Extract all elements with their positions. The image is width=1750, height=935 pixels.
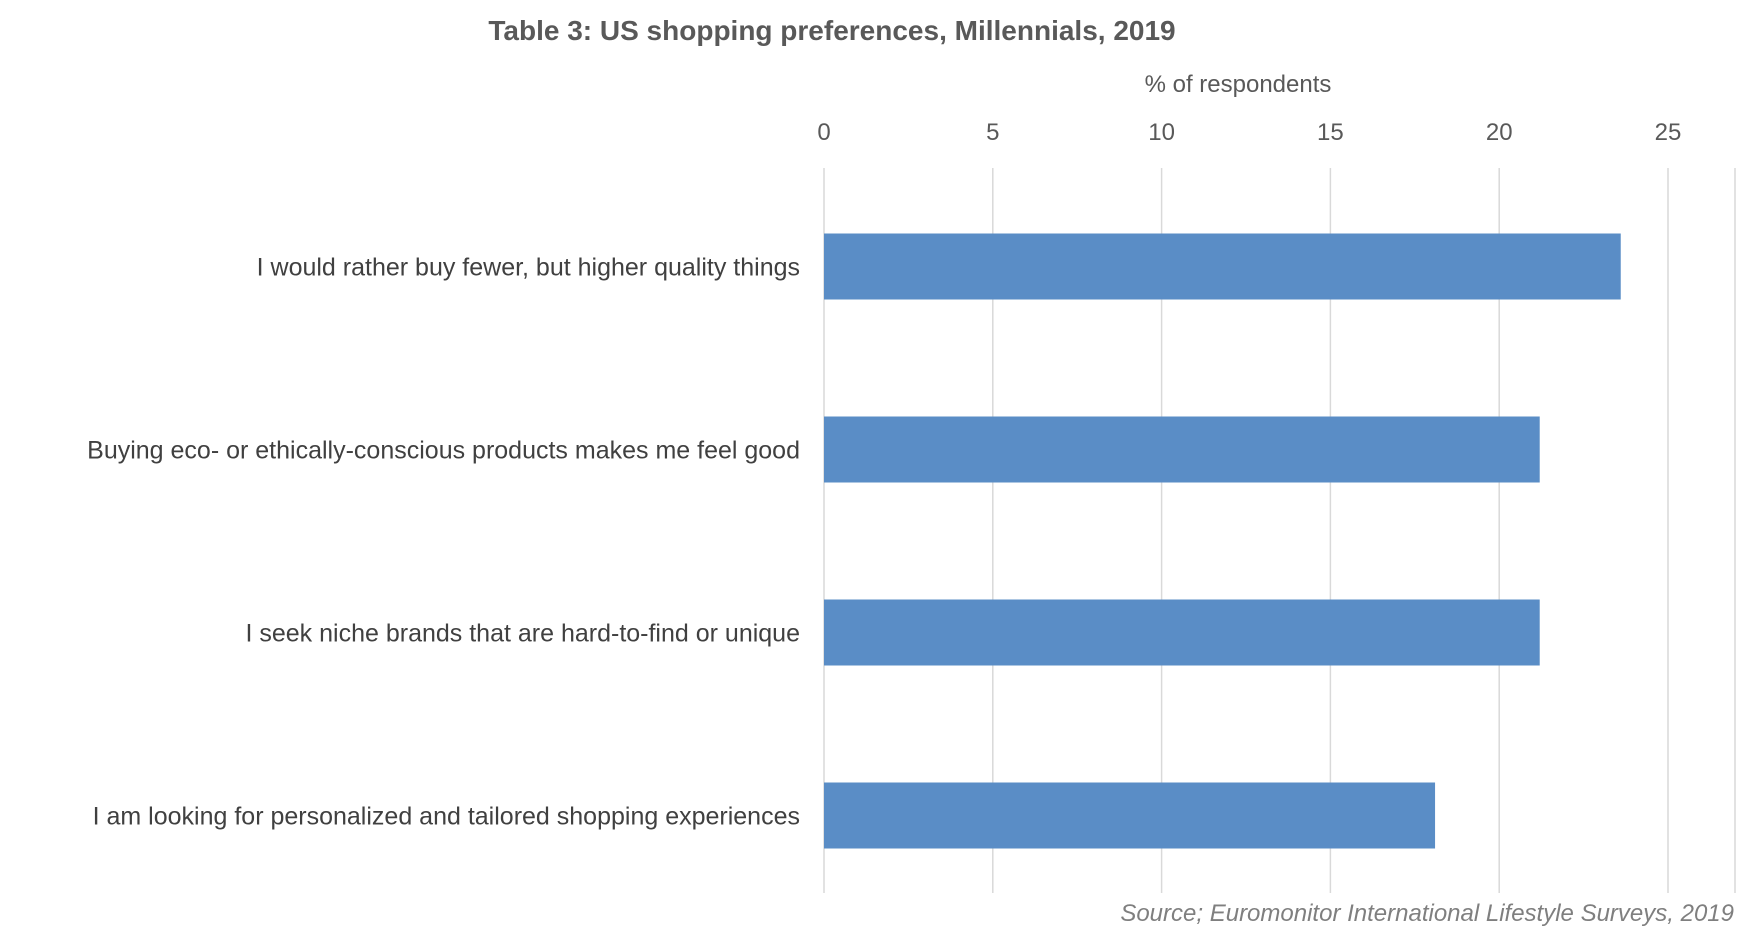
category-label: I would rather buy fewer, but higher qua… <box>257 254 800 282</box>
x-axis-title: % of respondents <box>1145 71 1332 98</box>
category-label: Buying eco- or ethically-conscious produ… <box>87 437 800 465</box>
bar <box>824 416 1540 483</box>
source-note: Source; Euromonitor International Lifest… <box>1120 900 1734 927</box>
bar <box>824 233 1621 300</box>
bar <box>824 782 1436 849</box>
category-label: I am looking for personalized and tailor… <box>93 803 800 831</box>
x-axis-ticks: 0 5 10 15 20 25 <box>817 119 1681 146</box>
category-labels: I would rather buy fewer, but higher qua… <box>87 254 800 831</box>
x-tick-label: 10 <box>1148 119 1175 146</box>
x-tick-label: 15 <box>1317 119 1344 146</box>
x-tick-label: 20 <box>1486 119 1513 146</box>
chart-title: Table 3: US shopping preferences, Millen… <box>488 15 1175 46</box>
x-tick-label: 0 <box>817 119 830 146</box>
bars <box>824 233 1621 849</box>
bar <box>824 599 1540 666</box>
category-label: I seek niche brands that are hard-to-fin… <box>245 620 800 648</box>
x-tick-label: 25 <box>1655 119 1682 146</box>
x-tick-label: 5 <box>986 119 999 146</box>
